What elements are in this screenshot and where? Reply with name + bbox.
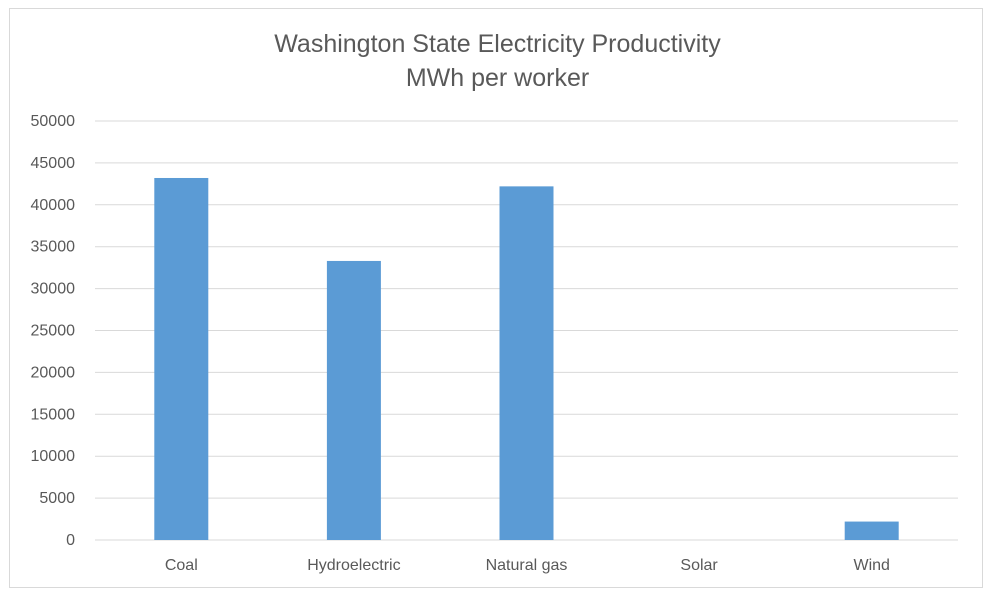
x-tick-label: Natural gas — [486, 557, 568, 574]
bar-wind — [844, 521, 899, 540]
chart-title: Washington State Electricity Productivit… — [274, 30, 721, 58]
y-tick-label: 30000 — [31, 281, 76, 298]
y-tick-label: 25000 — [31, 323, 76, 340]
y-tick-label: 40000 — [31, 197, 76, 214]
y-tick-label: 35000 — [31, 239, 76, 256]
bar-coal — [154, 177, 209, 540]
y-tick-label: 10000 — [31, 448, 76, 465]
bar-hydroelectric — [326, 260, 381, 540]
chart-subtitle: MWh per worker — [405, 64, 590, 92]
y-tick-label: 0 — [66, 532, 75, 549]
x-tick-label: Wind — [853, 557, 889, 574]
x-tick-label: Solar — [680, 557, 718, 574]
x-tick-label: Hydroelectric — [307, 557, 400, 574]
y-tick-label: 20000 — [31, 364, 76, 381]
y-tick-label: 5000 — [39, 490, 75, 507]
x-tick-label: Coal — [165, 557, 198, 574]
y-tick-label: 15000 — [31, 406, 76, 423]
y-tick-label: 50000 — [31, 113, 76, 130]
y-tick-label: 45000 — [31, 155, 76, 172]
bar-natural-gas — [499, 186, 554, 540]
